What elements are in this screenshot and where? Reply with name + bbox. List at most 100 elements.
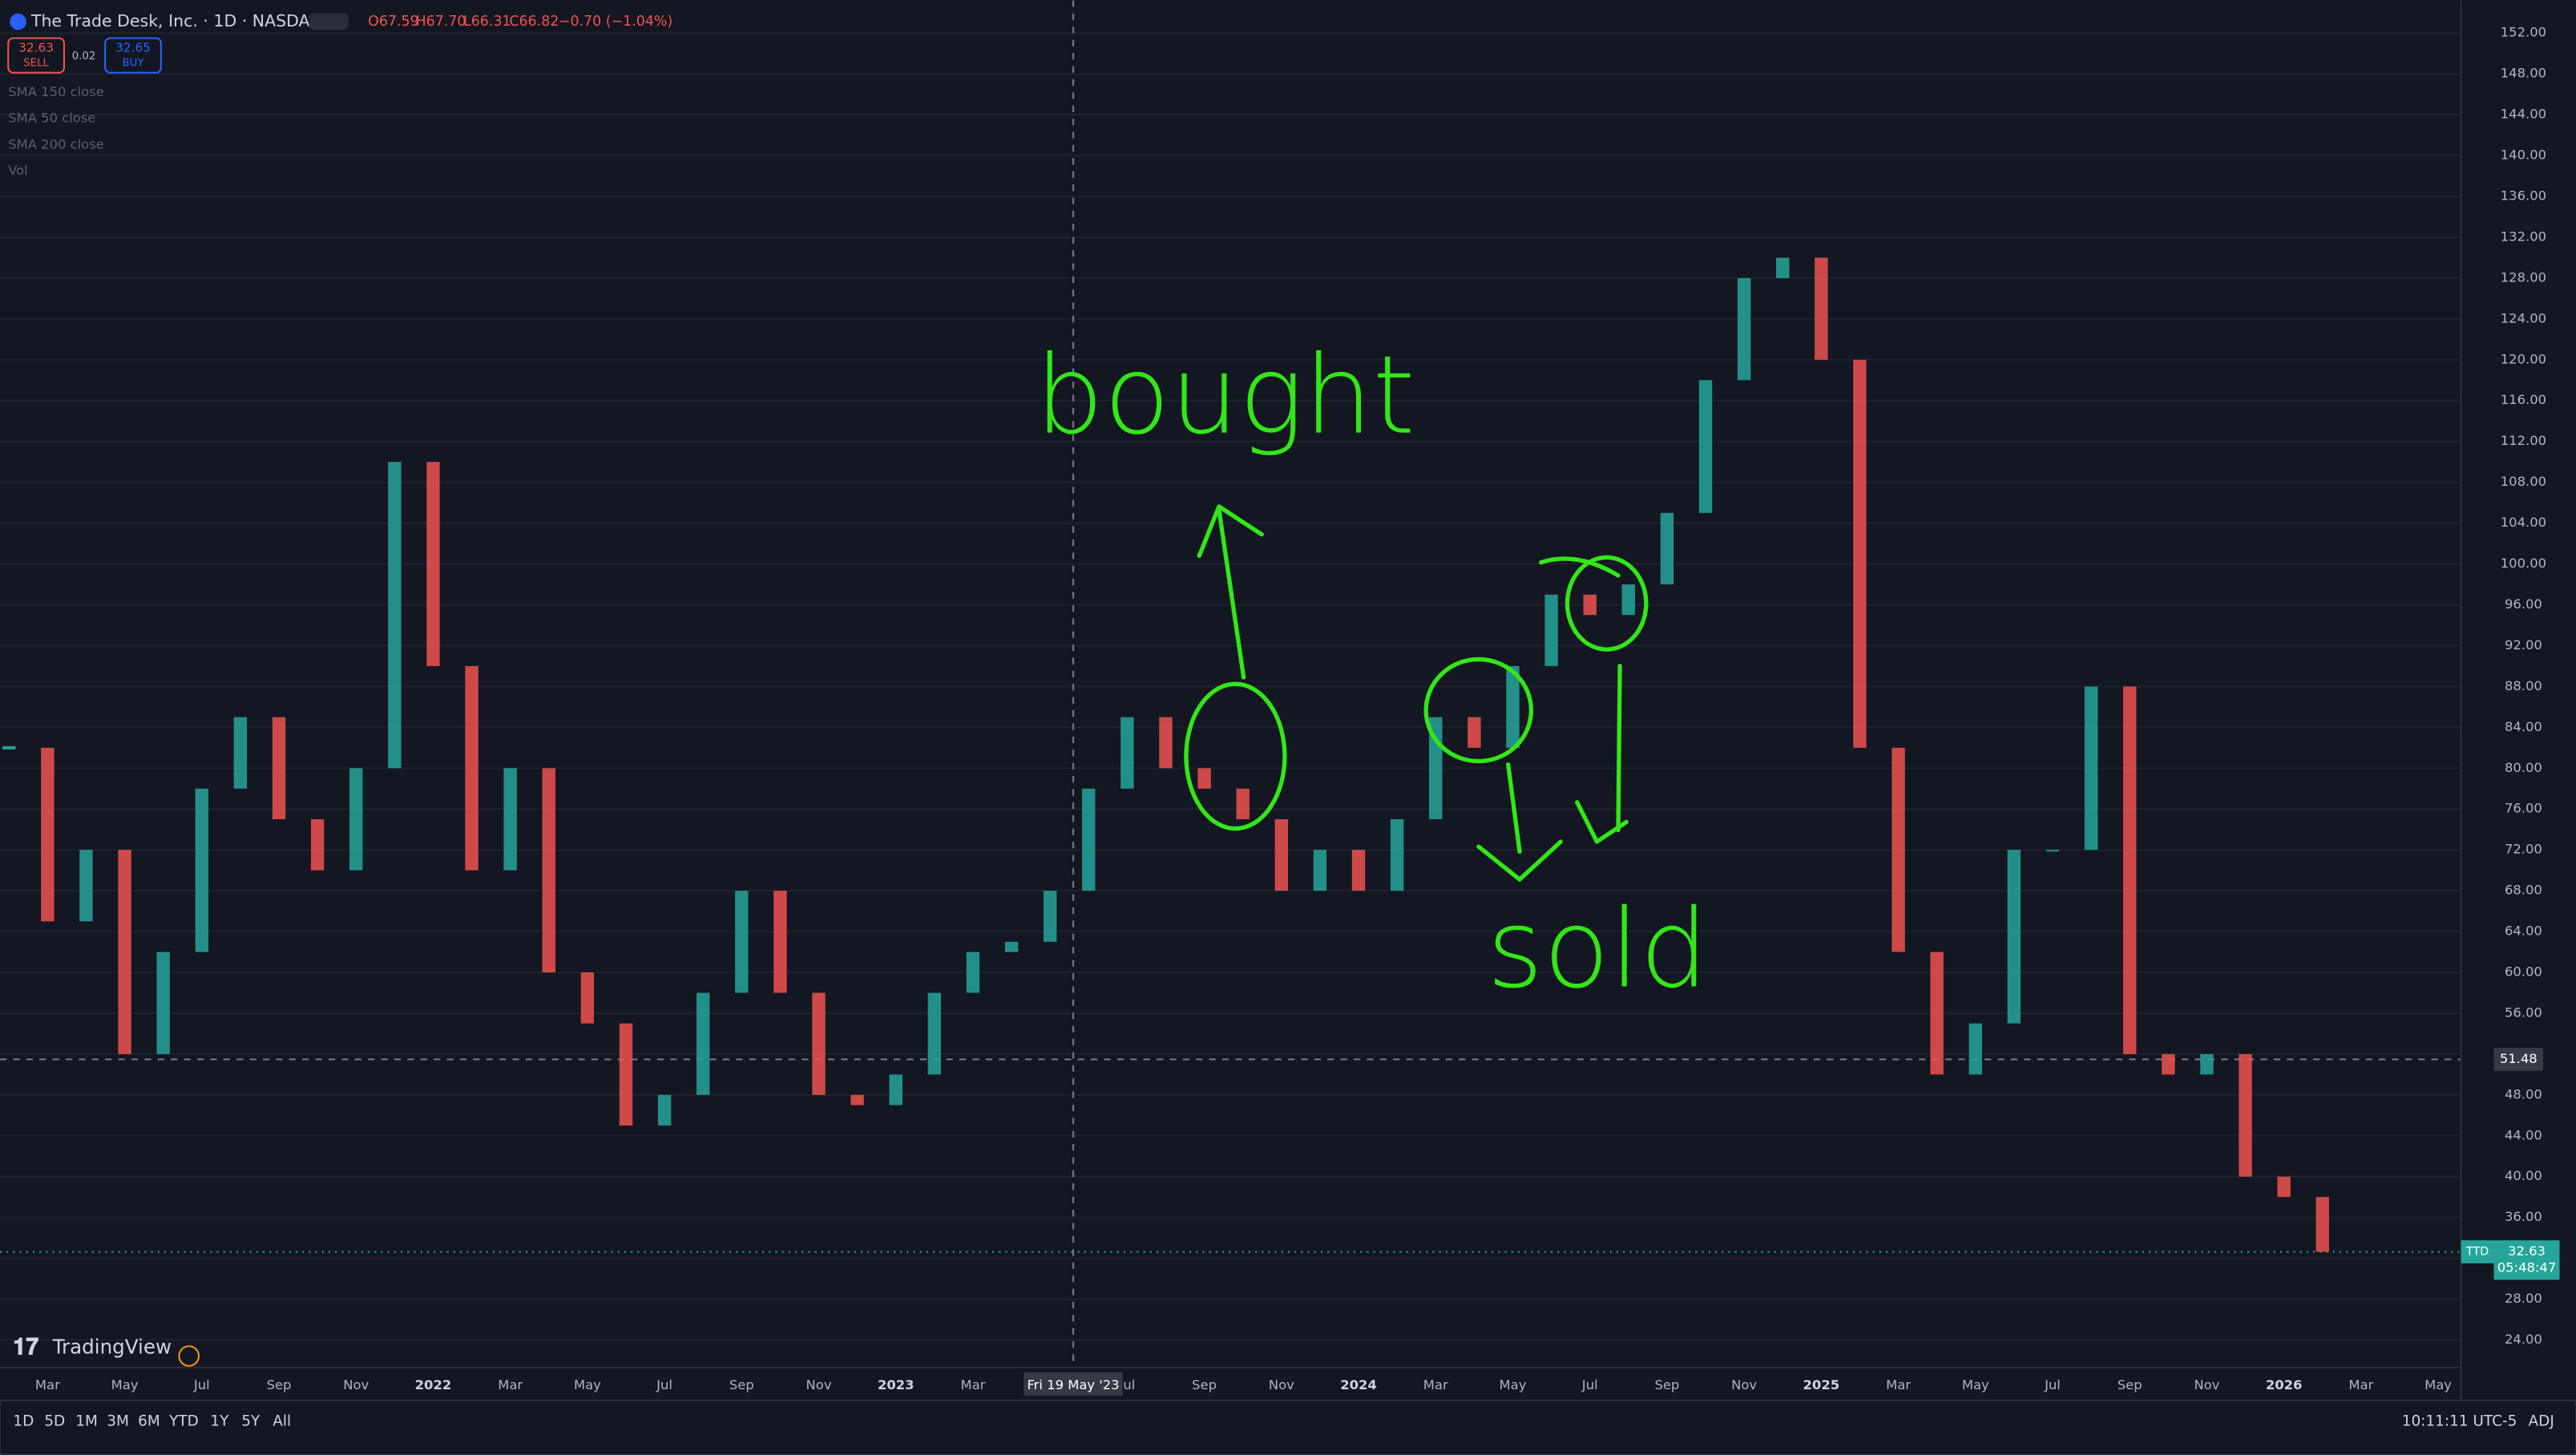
crosshair-x-box bbox=[1024, 1372, 1123, 1396]
x-tick-label: Jul bbox=[656, 1377, 672, 1392]
range-button[interactable]: 1M bbox=[75, 1413, 98, 1430]
sell-button[interactable] bbox=[7, 37, 65, 74]
x-tick-label: 2026 bbox=[2266, 1377, 2303, 1392]
range-button[interactable]: 1Y bbox=[210, 1413, 229, 1430]
candle bbox=[1313, 850, 1327, 891]
buy-label: BUY bbox=[123, 57, 145, 69]
candle bbox=[2045, 850, 2060, 852]
x-tick-label: May bbox=[111, 1377, 139, 1392]
y-tick-label: 120.00 bbox=[2501, 351, 2546, 366]
range-button[interactable]: 6M bbox=[138, 1413, 160, 1430]
x-tick-label: Jul bbox=[2044, 1377, 2061, 1392]
x-tick-label: Mar bbox=[961, 1377, 986, 1392]
candle bbox=[735, 891, 749, 993]
price-box bbox=[2493, 1240, 2560, 1280]
candle bbox=[349, 768, 363, 871]
range-button[interactable]: All bbox=[273, 1413, 291, 1430]
arrow-down bbox=[1476, 762, 1563, 882]
range-button[interactable]: 3M bbox=[107, 1413, 129, 1430]
x-tick-label: Jul bbox=[193, 1377, 210, 1392]
grid bbox=[0, 0, 2461, 1368]
candle bbox=[850, 1094, 864, 1105]
candle bbox=[2200, 1053, 2214, 1075]
candle bbox=[696, 992, 710, 1095]
candle bbox=[195, 788, 209, 952]
candle bbox=[1930, 952, 1944, 1075]
candle bbox=[1698, 380, 1713, 513]
symbol-title[interactable]: The Trade Desk, Inc. · 1D · NASDAQ bbox=[30, 11, 322, 30]
candle bbox=[812, 992, 826, 1095]
candle bbox=[2007, 850, 2021, 1024]
candle bbox=[1082, 788, 1096, 891]
stroke bbox=[1538, 556, 1621, 578]
y-tick-label: 64.00 bbox=[2505, 924, 2542, 939]
x-tick-label: May bbox=[2425, 1377, 2452, 1392]
candle bbox=[1274, 818, 1289, 891]
adj[interactable]: ADJ bbox=[2529, 1413, 2554, 1430]
badge bbox=[178, 1345, 200, 1367]
candle bbox=[79, 850, 93, 922]
x-tick-label: 2024 bbox=[1340, 1377, 1377, 1392]
candle bbox=[2084, 686, 2098, 851]
candle bbox=[1197, 768, 1211, 789]
y-tick-label: 56.00 bbox=[2505, 1004, 2542, 1020]
range-button[interactable]: 5Y bbox=[241, 1413, 260, 1430]
spread: 0.02 bbox=[72, 51, 96, 63]
candle bbox=[426, 462, 440, 666]
x-tick-label: 2025 bbox=[1803, 1377, 1840, 1392]
candle bbox=[1159, 717, 1173, 769]
candle bbox=[1043, 891, 1057, 942]
range-button[interactable]: 1D bbox=[13, 1413, 34, 1430]
candle bbox=[1120, 717, 1134, 789]
buy-price: 32.65 bbox=[115, 40, 151, 55]
candle bbox=[1853, 359, 1867, 748]
x-tick-label: Sep bbox=[1654, 1377, 1679, 1392]
y-tick-label: 152.00 bbox=[2501, 25, 2546, 40]
ohlc-low: L66.31 bbox=[463, 14, 511, 30]
y-tick-label: 60.00 bbox=[2505, 964, 2542, 979]
candle bbox=[1390, 818, 1404, 891]
ticker-label: TTD bbox=[2465, 1246, 2489, 1259]
y-tick-label: 40.00 bbox=[2505, 1168, 2542, 1183]
candle bbox=[2122, 686, 2137, 1054]
x-tick-label: Nov bbox=[343, 1377, 369, 1392]
candle bbox=[2, 746, 16, 750]
ohlc-close: C66.82 bbox=[509, 14, 559, 30]
candle bbox=[272, 717, 286, 819]
ohlc-open: O67.59 bbox=[368, 14, 419, 30]
indicator-label: SMA 200 close bbox=[8, 136, 104, 152]
ohlc-high: H67.70 bbox=[416, 14, 466, 30]
y-tick-label: 28.00 bbox=[2505, 1291, 2542, 1306]
x-tick-label: May bbox=[1500, 1377, 1527, 1392]
y-tick-label: 128.00 bbox=[2501, 269, 2546, 285]
y-tick-label: 108.00 bbox=[2501, 474, 2546, 489]
candle bbox=[2162, 1053, 2175, 1075]
candles bbox=[2, 257, 2329, 1252]
y-tick-label: 96.00 bbox=[2505, 596, 2542, 612]
candle bbox=[2239, 1053, 2252, 1177]
candle bbox=[233, 717, 248, 789]
range-button[interactable]: YTD bbox=[168, 1413, 199, 1430]
range-button[interactable]: 5D bbox=[44, 1413, 65, 1430]
candle bbox=[41, 747, 55, 922]
ohlc-change: −0.70 (−1.04%) bbox=[559, 14, 672, 30]
y-tick-label: 24.00 bbox=[2505, 1332, 2542, 1347]
candle bbox=[966, 952, 980, 993]
y-tick-label: 140.00 bbox=[2501, 148, 2546, 163]
candle bbox=[1968, 1023, 1982, 1075]
buy-button[interactable] bbox=[104, 37, 162, 74]
sell-label: SELL bbox=[23, 57, 49, 69]
candle bbox=[1621, 584, 1635, 616]
candle bbox=[1004, 941, 1019, 952]
candle bbox=[1468, 717, 1481, 748]
y-tick-label: 148.00 bbox=[2501, 66, 2546, 81]
arrow-up bbox=[1197, 504, 1264, 680]
price-label: 32.63 bbox=[2508, 1243, 2546, 1259]
y-tick-label: 100.00 bbox=[2501, 556, 2546, 571]
candle bbox=[1351, 850, 1366, 891]
candle bbox=[889, 1074, 902, 1105]
candle bbox=[580, 972, 595, 1024]
indicator-list: SMA 150 close SMA 50 close SMA 200 close Vo… bbox=[8, 84, 104, 178]
y-tick-label: 84.00 bbox=[2505, 719, 2542, 734]
